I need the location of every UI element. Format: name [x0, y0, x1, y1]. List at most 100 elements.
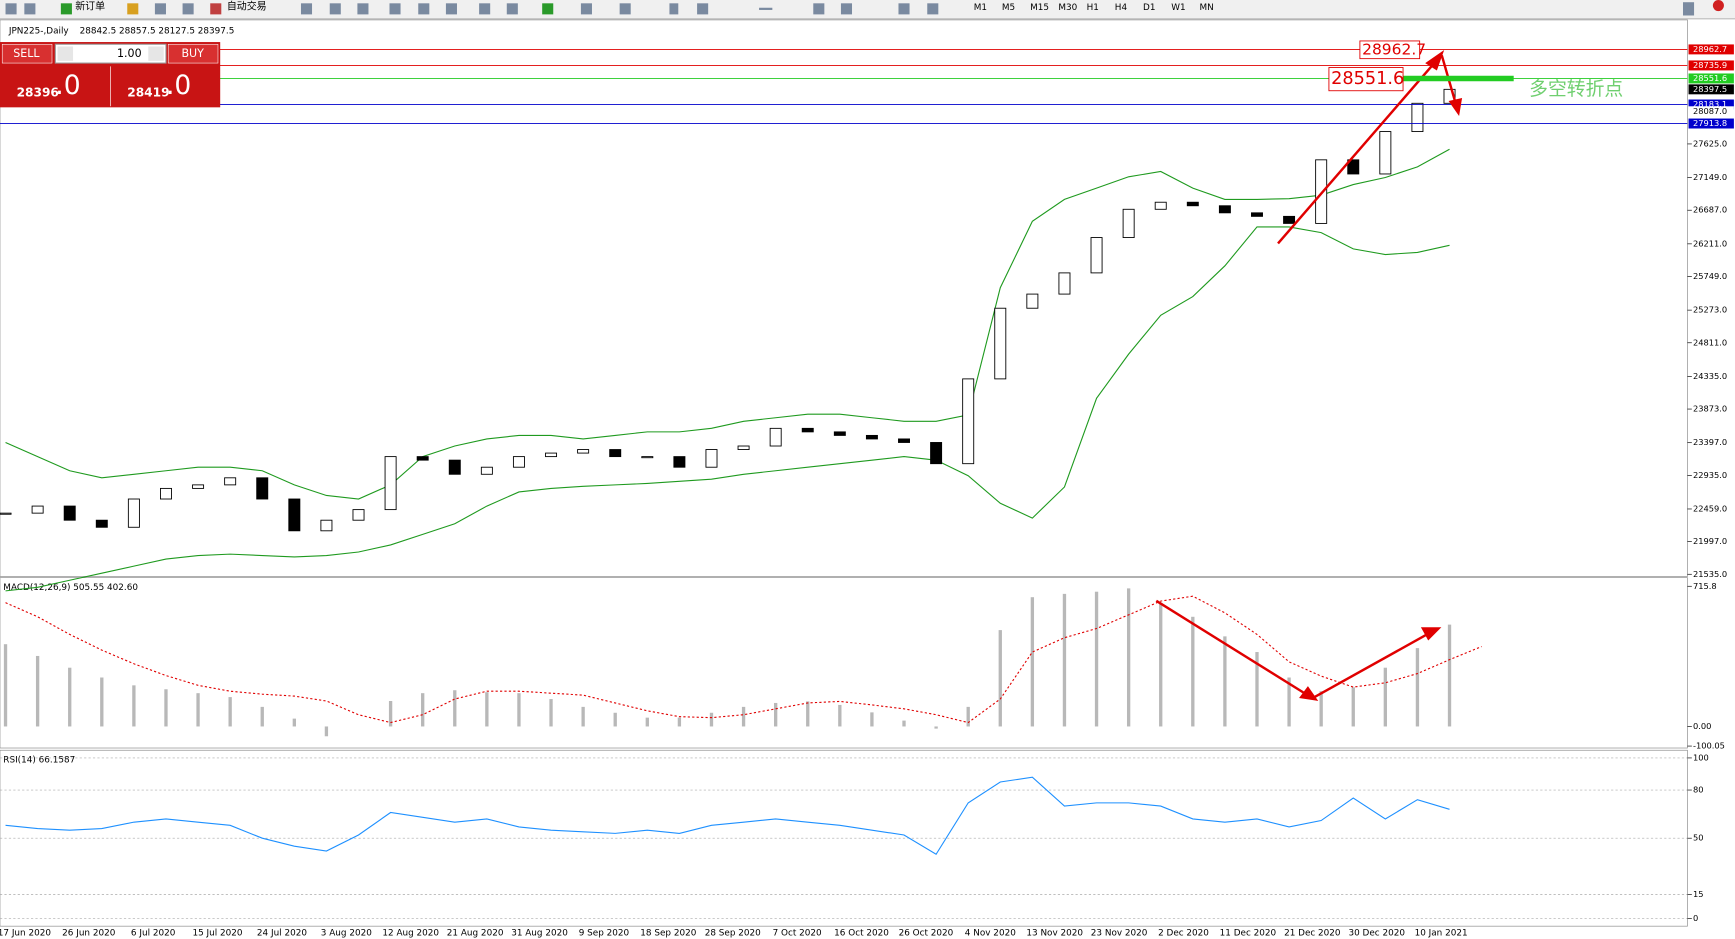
candle	[1122, 208, 1135, 239]
sell-price[interactable]: 28396	[17, 85, 59, 99]
timeframe[interactable]: M30	[1058, 3, 1077, 13]
macd-bar	[3, 644, 8, 727]
timeframe[interactable]: MN	[1199, 3, 1213, 13]
timeframe[interactable]: D1	[1143, 3, 1155, 13]
icon[interactable]	[479, 3, 491, 15]
y-tick-label: 80	[1693, 785, 1704, 795]
macd-bar	[421, 693, 425, 727]
plots: 17 Jun 2020 26 Jun 2020 6 Jul 2020 15 Jul 2…	[0, 44, 1734, 938]
timeframe[interactable]: H4	[1115, 3, 1128, 13]
macd-bar	[485, 692, 489, 727]
candle	[416, 456, 429, 461]
notification[interactable]	[1712, 0, 1724, 12]
x-tick-label: 26 Oct 2020	[899, 928, 954, 938]
macd-bar	[998, 630, 1002, 727]
icon[interactable]	[300, 3, 313, 15]
price-level-label: 28735.9	[1693, 60, 1727, 70]
annotation: 28551.6	[1331, 69, 1404, 89]
icon[interactable]	[813, 3, 825, 15]
macd-bar	[581, 706, 585, 727]
candle	[673, 456, 686, 468]
icon[interactable]	[127, 3, 139, 15]
timeframe[interactable]: M15	[1030, 3, 1049, 13]
candle	[352, 509, 365, 521]
trade-panel: SELL 1.00 BUY 28396 .0 28419 .0	[0, 42, 221, 108]
icon[interactable]	[389, 3, 401, 15]
icon[interactable]	[154, 3, 166, 15]
x-tick-label: 24 Jul 2020	[257, 928, 307, 938]
lot-value[interactable]: 1.00	[117, 47, 142, 60]
x-tick-label: 31 Aug 2020	[511, 928, 568, 938]
rsi-title: RSI(14) 66.1587	[3, 756, 75, 766]
price-level-tag	[1688, 44, 1734, 55]
macd-bar	[1383, 667, 1388, 727]
x-tick-label: 11 Dec 2020	[1220, 928, 1277, 938]
lot-up[interactable]	[148, 46, 164, 61]
buy-label[interactable]: BUY	[181, 47, 204, 60]
x-tick-label: 7 Oct 2020	[773, 928, 822, 938]
macd-bar	[35, 655, 40, 727]
icon[interactable]	[24, 3, 36, 15]
new-order[interactable]: 新订单	[75, 0, 105, 13]
macd-bar	[228, 697, 232, 727]
candle	[95, 519, 108, 528]
icon[interactable]	[927, 3, 939, 15]
icon[interactable]	[357, 3, 369, 15]
macd-bar	[645, 717, 649, 727]
candle	[1411, 102, 1424, 133]
annotation: 28962.7	[1362, 40, 1426, 58]
auto-trade[interactable]: 自动交易	[227, 0, 267, 13]
macd-bar	[453, 690, 457, 727]
timeframe[interactable]: H1	[1087, 3, 1099, 13]
lot-down[interactable]	[57, 46, 74, 61]
chart-ohlc: 28842.5 28857.5 28127.5 28397.5	[80, 26, 235, 36]
macd-bar	[1255, 652, 1259, 727]
timeframe[interactable]: W1	[1171, 3, 1185, 13]
x-tick-label: 16 Oct 2020	[834, 928, 889, 938]
icon[interactable]	[210, 3, 222, 15]
icon[interactable]	[619, 3, 631, 15]
icon[interactable]	[418, 3, 430, 15]
icon[interactable]	[542, 3, 554, 15]
y-tick-label: 21535.0	[1693, 569, 1727, 579]
timeframe[interactable]: M5	[1002, 3, 1015, 13]
candle	[63, 505, 76, 521]
buy-price[interactable]: 28419	[127, 85, 169, 99]
rsi-panel	[0, 749, 1688, 927]
buy-button[interactable]	[167, 43, 219, 64]
icon[interactable]	[506, 3, 518, 15]
icon[interactable]	[60, 3, 72, 15]
macd-bar	[292, 718, 296, 727]
sell-button[interactable]	[1, 43, 53, 64]
macd-bar	[1062, 593, 1067, 727]
candle	[1218, 205, 1231, 214]
icon[interactable]	[669, 3, 679, 15]
x-tick-label: 21 Dec 2020	[1284, 928, 1341, 938]
icon[interactable]	[840, 3, 853, 15]
price-level-tag	[1688, 99, 1734, 110]
price-level-tag	[1688, 118, 1734, 129]
icon[interactable]	[580, 3, 592, 15]
icon[interactable]	[759, 7, 773, 10]
icon[interactable]	[898, 3, 910, 15]
macd-title: MACD(12,26,9) 505.55 402.60	[3, 583, 138, 593]
price-level-label: 28551.6	[1693, 73, 1727, 83]
icon[interactable]	[1682, 2, 1695, 16]
sell-label[interactable]: SELL	[13, 47, 40, 60]
icon[interactable]	[445, 3, 457, 15]
icon[interactable]	[697, 3, 709, 15]
annotation-box	[1328, 67, 1404, 92]
lot-input[interactable]	[54, 43, 167, 64]
macd-bar	[1030, 597, 1035, 727]
timeframe[interactable]: M1	[974, 3, 987, 13]
icon[interactable]	[5, 3, 17, 15]
price-level-label: 28183.1	[1693, 99, 1727, 109]
sell-price-frac[interactable]: .0	[55, 70, 80, 101]
icon[interactable]	[329, 3, 341, 15]
buy-price-frac[interactable]: .0	[166, 70, 191, 101]
macd-bar	[132, 685, 136, 727]
y-tick-label: 22935.0	[1693, 470, 1727, 480]
icon[interactable]	[182, 3, 194, 15]
macd-bar	[934, 726, 938, 729]
candle	[865, 434, 878, 440]
